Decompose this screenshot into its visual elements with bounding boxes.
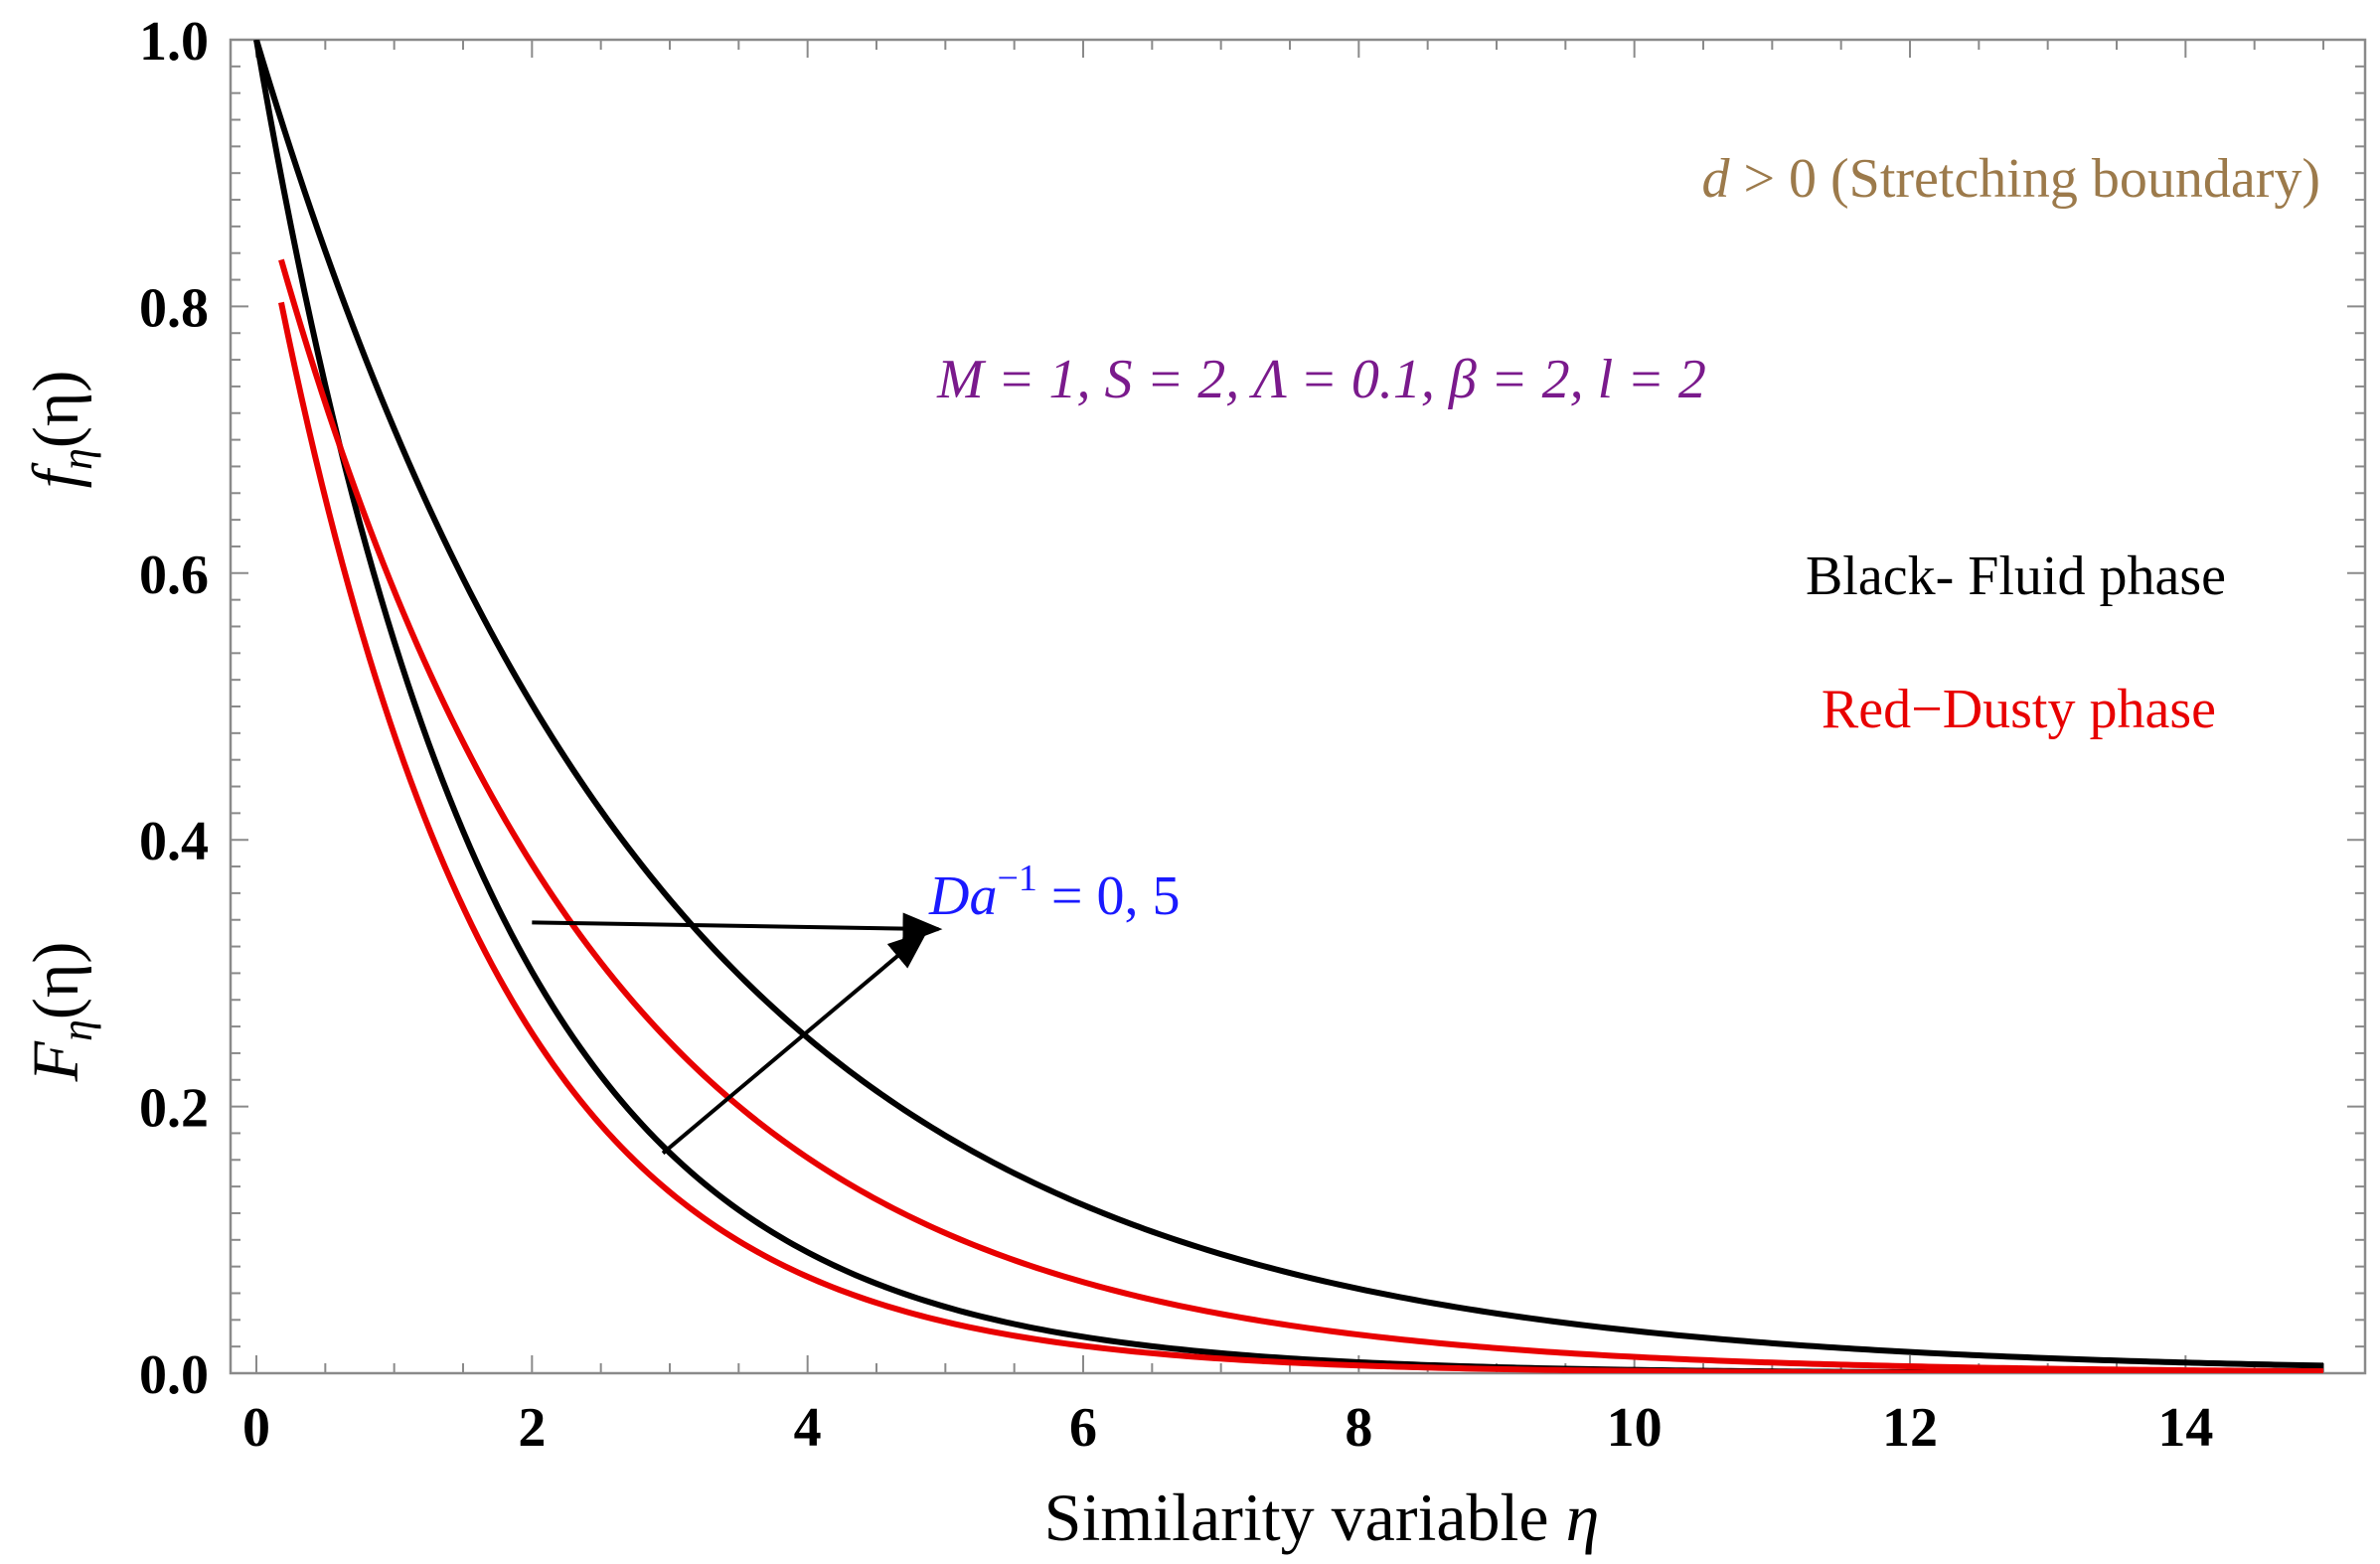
arrow-2: [661, 930, 928, 1156]
y-axis-title-top: fη(η): [20, 371, 101, 489]
series-line-1: [253, 40, 2324, 1369]
parameters-annotation: M = 1, S = 2, Λ = 0.1, β = 2, l = 2: [936, 349, 1706, 410]
y-tick-label: 0.6: [139, 545, 209, 606]
y-tick-label: 0.0: [139, 1344, 209, 1406]
y-tick-label: 0.2: [139, 1078, 209, 1140]
arrow-1: [532, 912, 943, 945]
legend-black-text: Black- Fluid phase: [1806, 546, 2226, 607]
x-axis-title: Similarity variable η: [1044, 1480, 1600, 1555]
x-tick-label: 8: [1345, 1397, 1372, 1459]
x-axis-title-text: Similarity variable: [1044, 1480, 1549, 1555]
y-tick-label: 1.0: [139, 11, 209, 73]
x-tick-label: 0: [242, 1397, 270, 1459]
series-line-3: [278, 258, 2324, 1373]
x-axis-symbol: η: [1566, 1480, 1600, 1555]
legend-red-text: Red−Dusty phase: [1822, 679, 2216, 740]
x-tick-labels: 0 2 4 6 8 10 12 14: [242, 1397, 2213, 1459]
series-group: [253, 40, 2324, 1373]
da-annotation: Da−1 = 0, 5: [928, 858, 1180, 927]
x-tick-label: 10: [1607, 1397, 1663, 1459]
y-tick-label: 0.4: [139, 811, 209, 872]
y-tick-label: 0.8: [139, 277, 209, 339]
ticks: [231, 39, 2365, 1374]
x-tick-label: 14: [2157, 1397, 2213, 1459]
y-axis-title-bottom: Fη(η): [20, 942, 101, 1083]
y-tick-labels: 0.0 0.2 0.4 0.6 0.8 1.0: [139, 11, 209, 1406]
x-tick-label: 2: [518, 1397, 546, 1459]
x-tick-label: 12: [1882, 1397, 1938, 1459]
series-line-4: [278, 301, 2324, 1373]
arrows-group: [532, 912, 943, 1156]
boundary-annotation: d > 0 (Stretching boundary): [1701, 148, 2320, 210]
x-tick-label: 6: [1069, 1397, 1097, 1459]
x-tick-label: 4: [794, 1397, 822, 1459]
